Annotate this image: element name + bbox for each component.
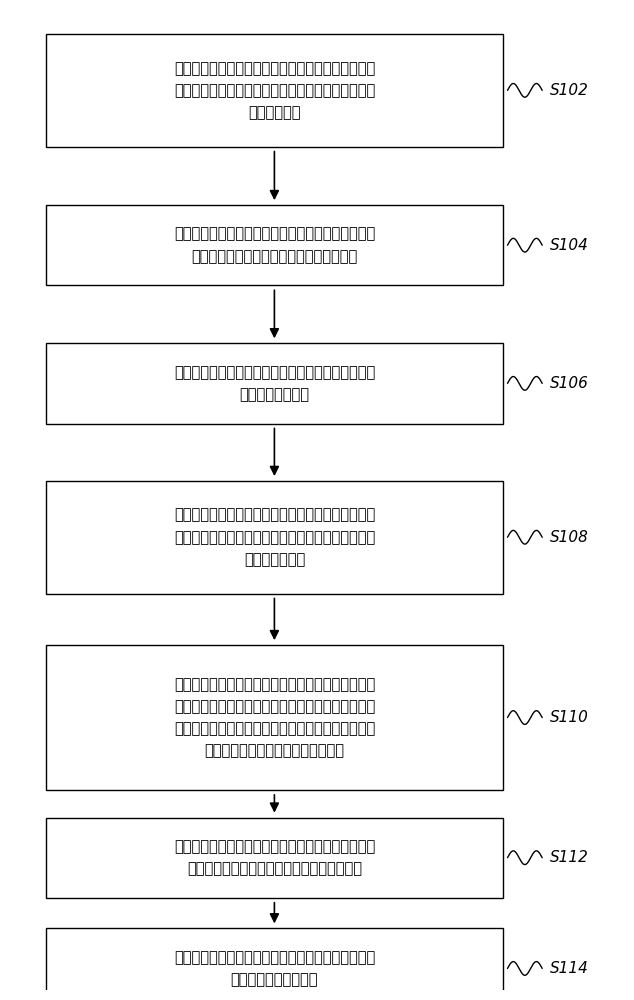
Text: 根据实际道路网络拓扑和公交线路，构建多模式交通
网络，其中，多模式交通网络包含网联自动公交专用
道的候选路段: 根据实际道路网络拓扑和公交线路，构建多模式交通 网络，其中，多模式交通网络包含网… [174,61,375,120]
Text: 根据实际道路网络拓扑和公交线路，构建网联自动公
交专用道布设方案: 根据实际道路网络拓扑和公交线路，构建网联自动公 交专用道布设方案 [174,365,375,402]
Text: S104: S104 [550,238,588,253]
Bar [46,481,503,594]
Bar [46,34,503,147]
Text: 在有限开放策略下，根据所述多模式交通网络构建多
模式均衡模型，计算出行需求在网联自动公交车、网
联自动小汽车和人工小汽车的出行需求分布，以及三
种车流在多模式交: 在有限开放策略下，根据所述多模式交通网络构建多 模式均衡模型，计算出行需求在网联… [174,677,375,758]
Text: S114: S114 [550,961,588,976]
Text: 以社会总体效益最大为目标函数，确定最佳的网联自
动公交专用道布设方案: 以社会总体效益最大为目标函数，确定最佳的网联自 动公交专用道布设方案 [174,950,375,987]
Text: S102: S102 [550,83,588,98]
Bar [46,343,503,424]
Text: 根据出行需求分布和路段行驶时间计算公式，计算网
联自动公交专用道布设方案下的社会总体效益: 根据出行需求分布和路段行驶时间计算公式，计算网 联自动公交专用道布设方案下的社会… [174,839,375,876]
Text: 设置有限开放策略，允许部分网联小汽车进入网联自
动公交专用道，与网联自动公交车混合行驶: 设置有限开放策略，允许部分网联小汽车进入网联自 动公交专用道，与网联自动公交车混… [174,227,375,264]
Bar [46,205,503,285]
Text: S106: S106 [550,376,588,391]
Text: S108: S108 [550,530,588,545]
Text: 根据路段物理属性、用途和交通流组成，构建多模式
交通网络中路段通行能力计算公式，进而得到路段行
驶时间计算公式: 根据路段物理属性、用途和交通流组成，构建多模式 交通网络中路段通行能力计算公式，… [174,508,375,567]
Bar [46,818,503,898]
Bar [46,645,503,790]
Text: S110: S110 [550,710,588,725]
Bar [46,928,503,1000]
Text: S112: S112 [550,850,588,865]
